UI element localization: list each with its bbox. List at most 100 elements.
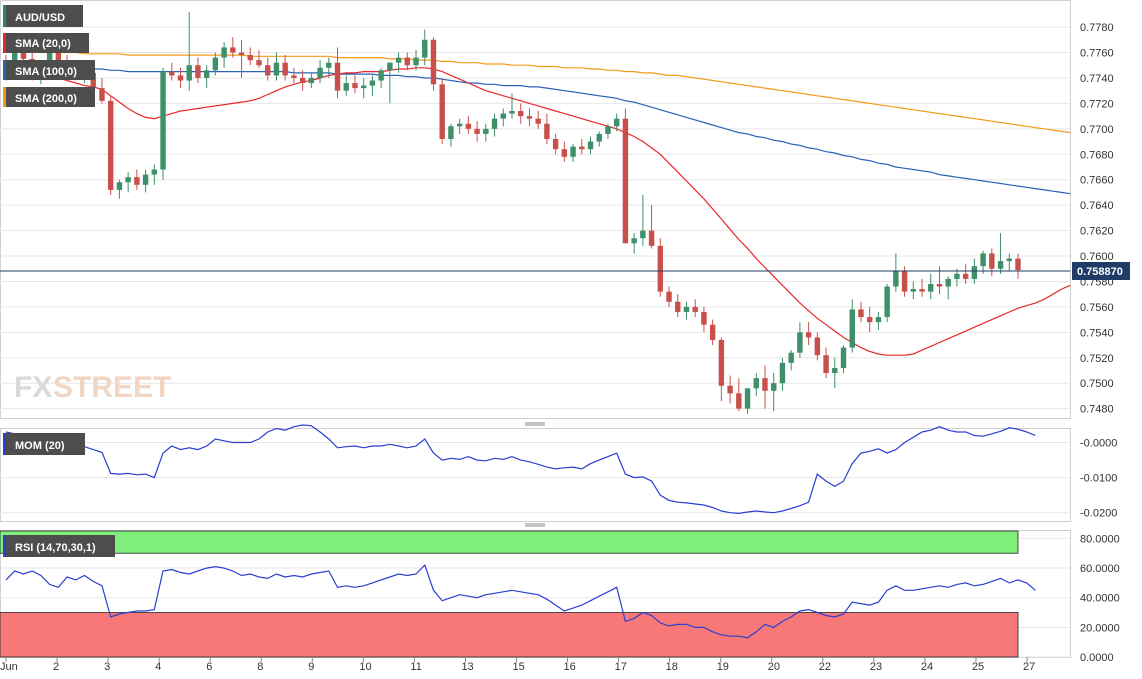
y-tick-label-mom: -0.0200 <box>1080 508 1117 520</box>
y-tick-label-rsi: 20.0000 <box>1080 622 1120 634</box>
mom-panel-resize-handle[interactable] <box>525 422 545 426</box>
candle-body <box>744 388 751 409</box>
candle-body <box>282 62 288 76</box>
rsi-bands <box>0 530 1019 658</box>
candle-body <box>814 337 821 356</box>
y-tick-label-price: 0.7740 <box>1080 73 1114 85</box>
candle-body <box>622 118 629 244</box>
legend-symbol-label: AUD/USD <box>15 12 65 24</box>
y-tick-label-price: 0.7720 <box>1080 98 1114 110</box>
candle-body <box>866 317 873 323</box>
legend-sma20[interactable]: SMA (20,0) <box>3 33 89 53</box>
x-tick-label: 23 <box>870 661 882 673</box>
y-tick-label-mom: -0.0100 <box>1080 473 1117 485</box>
candle-body <box>230 47 236 53</box>
y-tick-label-mom: -0.0000 <box>1080 438 1117 450</box>
candle-body <box>613 118 620 127</box>
candle-body <box>238 52 245 56</box>
x-tick-label: 15 <box>513 661 525 673</box>
candle-body <box>203 70 210 78</box>
y-tick-label-price: 0.7700 <box>1080 124 1114 136</box>
y-tick-label-price: 0.7500 <box>1080 378 1114 390</box>
price-panel-frame <box>0 0 1071 419</box>
candle-body <box>125 177 131 183</box>
candle-body <box>169 71 175 76</box>
candle-body <box>910 289 917 292</box>
x-tick-label: 19 <box>717 661 729 673</box>
x-tick-label: 2 <box>53 661 59 673</box>
x-tick-label: 20 <box>768 661 780 673</box>
candle-body <box>727 385 733 394</box>
x-tick-label: 16 <box>564 661 576 673</box>
candle-body <box>587 141 594 150</box>
sma100-line <box>6 62 1071 195</box>
candle-body <box>901 271 908 292</box>
y-tick-label-price: 0.7480 <box>1080 404 1114 416</box>
candle-body <box>134 177 140 185</box>
mom-line <box>5 424 1036 515</box>
candle-body <box>317 67 323 78</box>
candle-body <box>657 245 664 292</box>
grid-lines <box>0 26 1070 658</box>
last-price-badge <box>1072 262 1130 280</box>
legend-sma20-label: SMA (20,0) <box>15 38 71 50</box>
legend-rsi[interactable]: RSI (14,70,30,1) <box>3 535 115 557</box>
legend-mom[interactable]: MOM (20) <box>3 433 85 455</box>
candle-body <box>701 311 707 325</box>
candle-body <box>465 123 472 129</box>
candle-body <box>256 60 262 66</box>
rsi-series-line <box>5 563 1036 639</box>
candle-body <box>160 71 166 170</box>
candle-body <box>107 100 114 190</box>
candle-body <box>779 362 786 384</box>
rsi-panel-resize-handle[interactable] <box>525 523 545 527</box>
y-tick-label-price: 0.7640 <box>1080 200 1114 212</box>
legend-sma100[interactable]: SMA (100,0) <box>3 60 95 80</box>
candle-body <box>177 75 184 81</box>
candle-body <box>90 72 96 89</box>
candle-body <box>526 116 533 119</box>
candle-body <box>980 253 986 267</box>
x-tick-label: 25 <box>972 661 984 673</box>
candle-body <box>884 286 890 318</box>
candle-body <box>291 75 297 78</box>
candle-body <box>989 253 995 269</box>
candle-body <box>797 332 803 353</box>
x-tick-label: 18 <box>666 661 678 673</box>
x-tick-label: 9 <box>308 661 314 673</box>
rsi-oversold-band <box>0 612 1019 658</box>
candle-body <box>326 62 332 68</box>
y-axis-ticks: 0.7780 0.7760 0.7740 0.7720 0.7700 0.7680 0.76… <box>1080 22 1120 664</box>
candle-body <box>186 65 192 81</box>
candle-body <box>20 52 27 59</box>
x-tick-label: 3 <box>104 661 110 673</box>
candle-body <box>692 306 698 312</box>
x-tick-label: 17 <box>615 661 627 673</box>
candle-body <box>570 146 576 157</box>
candle-body <box>195 65 201 78</box>
candle-body <box>954 273 960 279</box>
candle-body <box>474 128 480 134</box>
sma20-line <box>5 64 1071 356</box>
candle-body <box>142 174 149 185</box>
candle-body <box>483 128 489 134</box>
candle-body <box>273 62 280 76</box>
candle-body <box>648 230 655 246</box>
y-tick-label-price: 0.7660 <box>1080 175 1114 187</box>
candle-body <box>360 85 367 89</box>
y-tick-label-price: 0.7600 <box>1080 251 1114 263</box>
legend-symbol[interactable]: AUD/USD <box>3 5 83 27</box>
x-tick-label: 27 <box>1023 661 1035 673</box>
candle-body <box>709 324 716 340</box>
mom-panel-frame <box>0 428 1071 522</box>
candle-body <box>805 332 812 338</box>
candle-body <box>247 55 253 61</box>
sma200-line <box>6 50 1071 134</box>
legend-sma200-label: SMA (200,0) <box>15 93 77 105</box>
candle-body <box>875 317 882 323</box>
legend-sma200[interactable]: SMA (200,0) <box>3 87 95 107</box>
candle-body <box>500 113 506 119</box>
last-price-label: 0.758870 <box>1077 266 1123 278</box>
x-tick-label: 11 <box>410 661 421 673</box>
candle-body <box>605 126 611 134</box>
